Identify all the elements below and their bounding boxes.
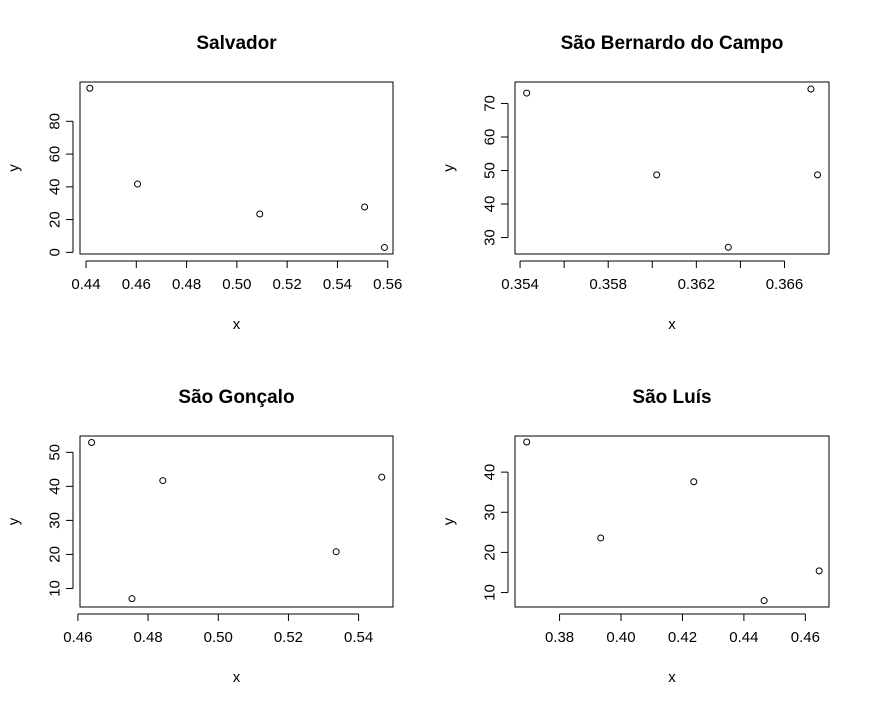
x-tick-label: 0.46	[122, 276, 151, 293]
y-tick-label: 60	[482, 129, 499, 146]
y-tick-label: 50	[482, 162, 499, 179]
x-tick-label: 0.54	[323, 276, 352, 293]
data-point	[332, 548, 340, 556]
y-axis-title: y	[441, 517, 458, 525]
data-point	[815, 567, 823, 575]
data-point	[653, 171, 661, 179]
x-axis-title: x	[668, 316, 676, 333]
plot-frame	[514, 81, 830, 255]
x-axis-title: x	[233, 669, 241, 686]
x-tick-label: 0.42	[668, 629, 697, 646]
y-tick-label: 40	[482, 196, 499, 213]
plot-frame	[79, 81, 394, 255]
data-point	[361, 203, 369, 211]
y-tick-label: 30	[47, 512, 64, 529]
x-tick-label: 0.46	[791, 629, 820, 646]
x-tick-label: 0.44	[71, 276, 100, 293]
x-tick-label: 0.52	[273, 276, 302, 293]
y-tick-label: 20	[47, 546, 64, 563]
y-tick-label: 0	[47, 248, 64, 256]
y-tick-label: 20	[47, 211, 64, 228]
data-point	[134, 180, 142, 188]
data-point	[256, 210, 264, 218]
data-point	[814, 171, 822, 179]
plot-frame	[514, 435, 830, 608]
data-point	[523, 89, 531, 97]
chart-title: São Gonçalo	[178, 387, 294, 408]
x-tick-label: 0.48	[172, 276, 201, 293]
y-axis-title: y	[441, 164, 458, 172]
x-tick-label: 0.56	[373, 276, 402, 293]
data-point	[378, 473, 386, 481]
chart-title: São Luís	[632, 387, 711, 408]
scatter-panel-1: Salvador 0.44 0.46 0.48 0.50 0.52 0.54 0.56 0 20 4…	[6, 33, 403, 333]
data-point	[380, 243, 388, 251]
data-point	[807, 85, 815, 93]
y-tick-label: 40	[47, 178, 64, 195]
y-axis-title: y	[6, 164, 23, 172]
y-tick-label: 30	[482, 504, 499, 521]
chart-title: Salvador	[196, 33, 277, 54]
x-tick-label: 0.354	[501, 276, 539, 293]
x-tick-label: 0.52	[274, 629, 303, 646]
data-point	[88, 438, 96, 446]
x-tick-label: 0.38	[545, 629, 574, 646]
x-tick-label: 0.362	[678, 276, 716, 293]
y-tick-label: 30	[482, 229, 499, 246]
x-tick-label: 0.48	[133, 629, 162, 646]
data-point	[760, 597, 768, 605]
y-tick-label: 70	[482, 95, 499, 112]
data-point	[597, 534, 605, 542]
y-tick-label: 60	[47, 146, 64, 163]
x-tick-label: 0.50	[204, 629, 233, 646]
x-tick-label: 0.358	[589, 276, 627, 293]
scatter-panel-4: São Luís 0.38 0.40 0.42 0.44 0.46 10 20 30 40 x y	[441, 387, 830, 686]
y-tick-label: 10	[482, 584, 499, 601]
scatter-panel-3: São Gonçalo 0.46 0.48 0.50 0.52 0.54 10 20 30 40 5…	[6, 387, 394, 686]
chart-title: São Bernardo do Campo	[561, 33, 784, 54]
x-tick-label: 0.50	[222, 276, 251, 293]
data-point	[724, 243, 732, 251]
x-tick-label: 0.44	[729, 629, 758, 646]
data-point	[128, 595, 136, 603]
data-point	[523, 438, 531, 446]
data-point	[690, 478, 698, 486]
data-point	[86, 84, 94, 92]
y-tick-label: 80	[47, 113, 64, 130]
x-tick-label: 0.54	[344, 629, 373, 646]
y-tick-label: 50	[47, 444, 64, 461]
plot-frame	[79, 435, 394, 608]
y-tick-label: 40	[482, 464, 499, 481]
x-axis-title: x	[233, 316, 241, 333]
x-tick-label: 0.46	[63, 629, 92, 646]
y-axis-title: y	[6, 517, 23, 525]
x-tick-label: 0.366	[766, 276, 804, 293]
data-point	[159, 477, 167, 485]
y-tick-label: 20	[482, 544, 499, 561]
scatter-panel-2: São Bernardo do Campo 0.354 0.358 0.362 0.36…	[441, 33, 830, 333]
x-axis-title: x	[668, 669, 676, 686]
y-tick-label: 10	[47, 580, 64, 597]
y-tick-label: 40	[47, 478, 64, 495]
x-tick-label: 0.40	[606, 629, 635, 646]
